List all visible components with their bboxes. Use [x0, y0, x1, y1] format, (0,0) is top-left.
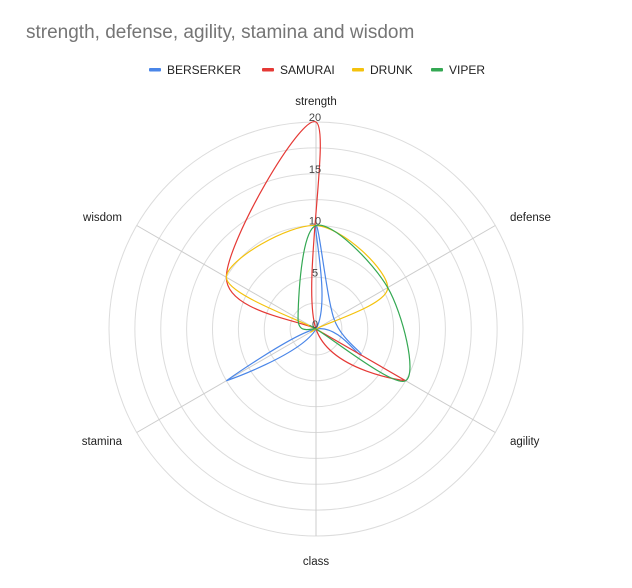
radial-tick-label: 10	[309, 216, 321, 228]
series-line-drunk	[225, 224, 389, 334]
legend-label: SAMURAI	[280, 63, 335, 77]
axis-spoke	[315, 225, 496, 330]
radial-tick-label: 5	[312, 267, 318, 279]
axis-label: stamina	[82, 436, 123, 448]
legend-swatch	[262, 68, 274, 72]
radial-tick-label: 20	[309, 112, 321, 124]
axis-label: defense	[510, 212, 551, 224]
legend-label: BERSERKER	[167, 63, 241, 77]
legend-label: DRUNK	[370, 63, 413, 77]
chart-title: strength, defense, agility, stamina and …	[26, 22, 415, 43]
series-line-berserker	[226, 224, 362, 382]
legend-swatch	[352, 68, 364, 72]
radial-tick-label: 0	[312, 319, 318, 331]
series-line-viper	[297, 224, 411, 382]
radial-tick-label: 15	[309, 164, 321, 176]
legend-swatch	[431, 68, 443, 72]
axis-label: agility	[510, 436, 540, 448]
legend-label: VIPER	[449, 63, 485, 77]
axis-label: wisdom	[82, 212, 122, 224]
legend-swatch	[149, 68, 161, 72]
axis-label: strength	[295, 96, 337, 108]
axis-label: class	[303, 556, 329, 568]
